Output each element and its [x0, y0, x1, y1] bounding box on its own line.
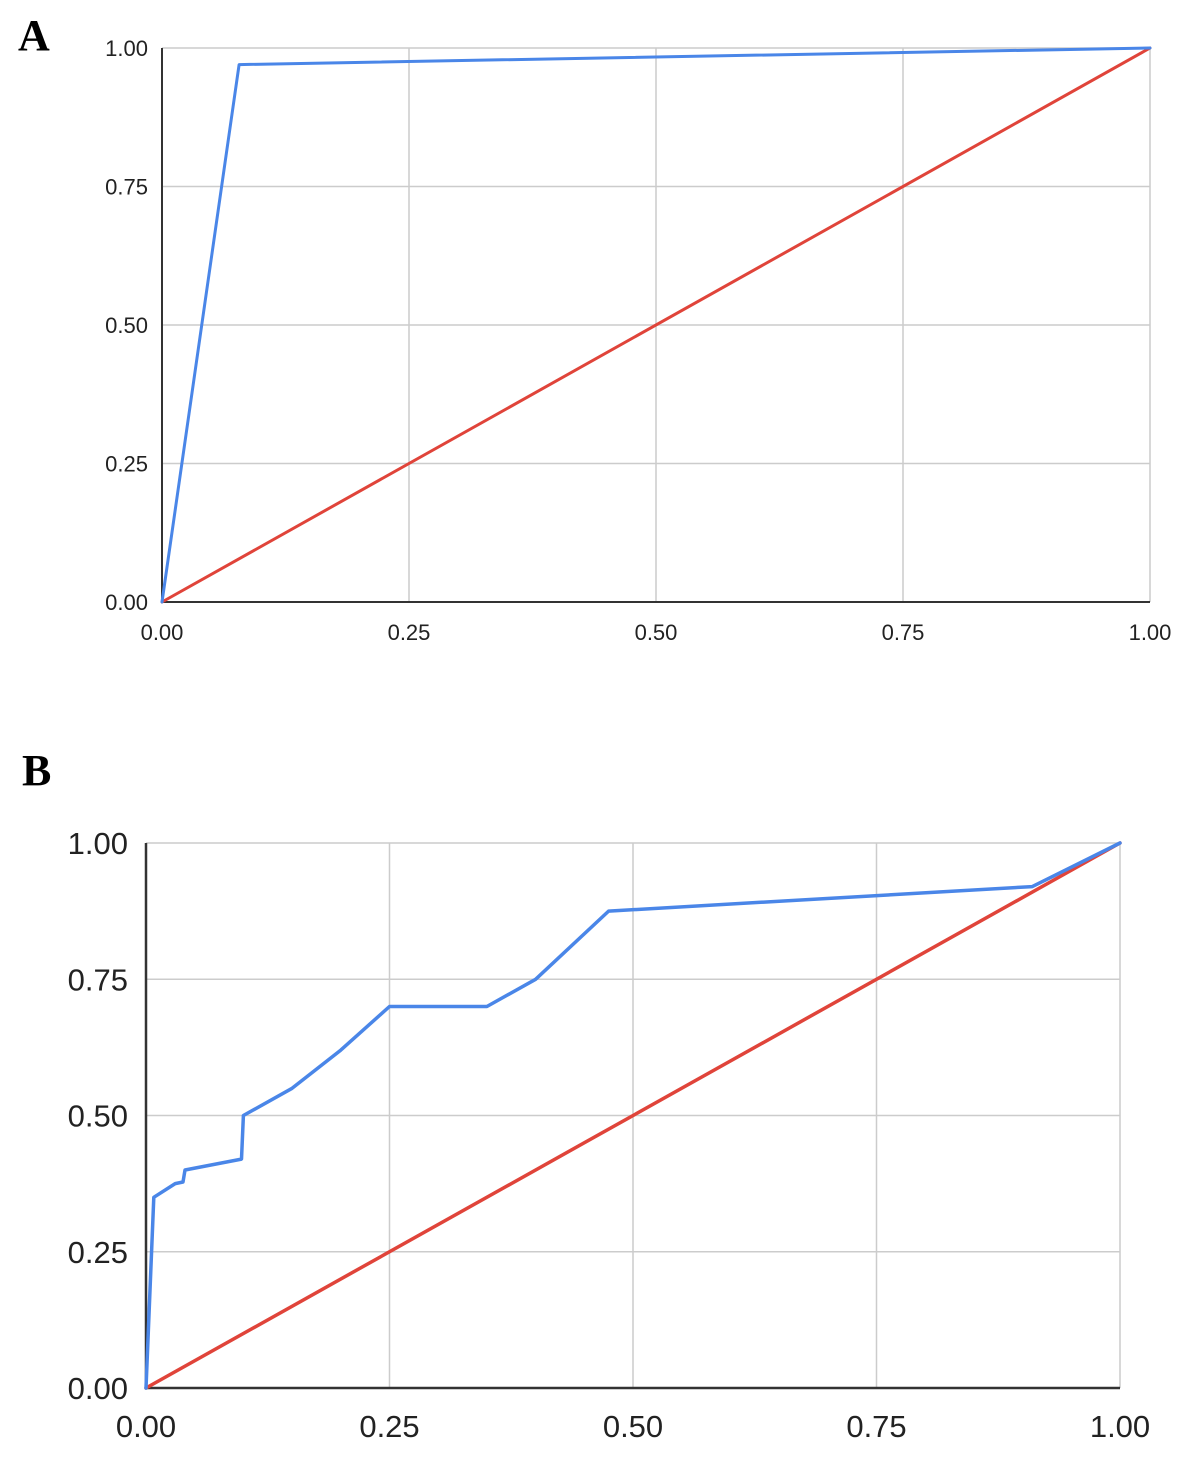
panel-b: B 0.00 0.25 0.50 0.75 1.00 0.00 0.25 0.50 0.75 1.…	[22, 746, 1150, 1444]
panel-b-y-tick-label: 0.75	[68, 962, 128, 997]
panel-b-x-tick-label: 0.00	[116, 1409, 176, 1444]
panel-a-x-tick-label: 1.00	[1129, 620, 1172, 645]
panel-b-x-tick-label: 0.50	[603, 1409, 663, 1444]
panel-a-x-tick-label: 0.00	[141, 620, 184, 645]
panel-b-y-tick-label: 1.00	[68, 826, 128, 861]
panel-a-x-tick-label: 0.25	[388, 620, 431, 645]
panel-b-y-tick-label: 0.50	[68, 1099, 128, 1134]
panel-b-y-tick-label: 0.25	[68, 1235, 128, 1270]
panel-a-series-1-line	[160, 46, 1152, 604]
panel-b-x-tick-label: 0.25	[359, 1409, 419, 1444]
panel-a: A 0.00 0.25 0.50 0.75 1.00 0.00 0.25 0.50 0.75 1.…	[18, 11, 1171, 645]
panel-a-x-tick-label: 0.50	[635, 620, 678, 645]
panel-b-series-0-line	[144, 841, 1122, 1390]
panel-b-x-tick-label: 1.00	[1090, 1409, 1150, 1444]
panel-a-y-tick-label: 0.75	[105, 175, 148, 200]
panel-a-plot: 0.00 0.25 0.50 0.75 1.00 0.00 0.25 0.50 0.75 1.00	[105, 36, 1171, 645]
panel-a-x-tick-label: 0.75	[882, 620, 925, 645]
panel-b-plot: 0.00 0.25 0.50 0.75 1.00 0.00 0.25 0.50 0.75 1.00	[68, 826, 1151, 1444]
panel-a-y-tick-label: 0.00	[105, 590, 148, 615]
panel-b-series-1-line	[144, 841, 1122, 1390]
panel-b-y-tick-label: 0.00	[68, 1371, 128, 1406]
panel-a-y-tick-label: 0.25	[105, 452, 148, 477]
panel-a-y-tick-label: 1.00	[105, 36, 148, 61]
panel-a-y-tick-label: 0.50	[105, 313, 148, 338]
panel-a-label: A	[18, 11, 50, 60]
panel-b-x-tick-label: 0.75	[846, 1409, 906, 1444]
panel-a-series-0-line	[160, 46, 1152, 604]
panel-b-label: B	[22, 746, 51, 795]
